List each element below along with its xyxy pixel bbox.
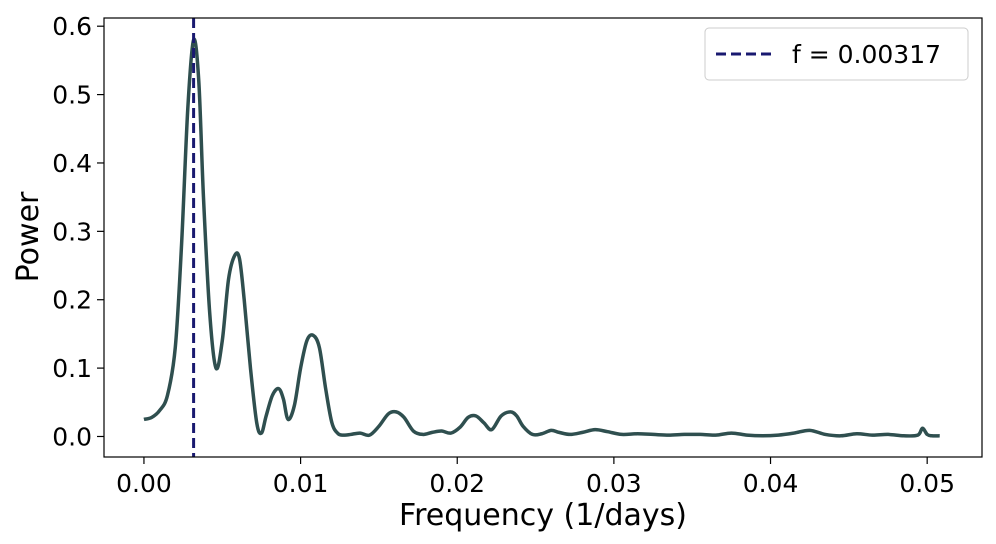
legend-box — [704, 27, 969, 81]
plot-layer — [143, 18, 940, 457]
y-axis-label: Power — [11, 191, 46, 282]
x-tick-label: 0.02 — [429, 469, 485, 498]
x-tick-label: 0.05 — [899, 469, 955, 498]
y-axis-ticks: 0.0 0.1 0.2 0.3 0.4 0.5 0.6 — [52, 12, 104, 451]
x-tick-label: 0.03 — [586, 469, 642, 498]
y-tick-label: 0.3 — [52, 217, 92, 246]
y-tick-label: 0.4 — [52, 149, 92, 178]
legend-label: f = 0.00317 — [792, 40, 941, 69]
y-tick-label: 0.6 — [52, 12, 92, 41]
y-tick-label: 0.5 — [52, 81, 92, 110]
power-spectrum-line — [143, 37, 940, 438]
x-axis-label: Frequency (1/days) — [399, 498, 687, 533]
x-tick-label: 0.04 — [743, 469, 799, 498]
x-axis-ticks: 0.00 0.01 0.02 0.03 0.04 0.05 — [116, 457, 955, 498]
y-tick-label: 0.1 — [52, 354, 92, 383]
x-tick-label: 0.00 — [116, 469, 172, 498]
y-tick-label: 0.0 — [52, 422, 92, 451]
plot-frame — [103, 17, 983, 458]
x-tick-label: 0.01 — [273, 469, 329, 498]
legend: f = 0.00317 — [704, 27, 969, 81]
y-tick-label: 0.2 — [52, 286, 92, 315]
